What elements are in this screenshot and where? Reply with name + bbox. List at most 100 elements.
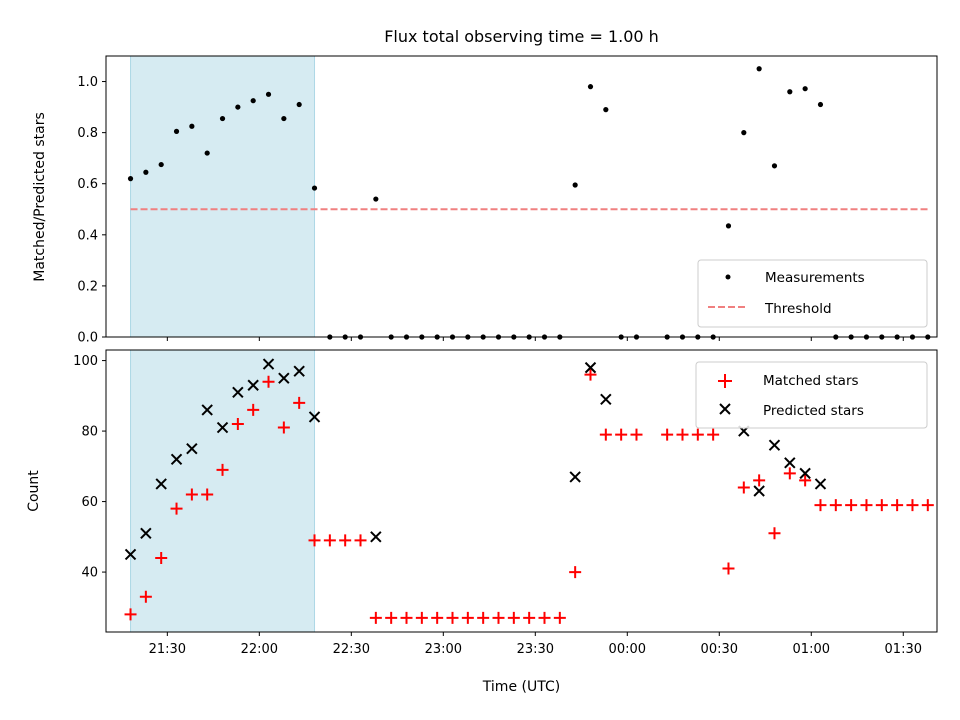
predicted-star-point	[308, 411, 321, 423]
predicted-star-point	[600, 393, 612, 406]
ratio-y-axis-label: Matched/Predicted stars	[32, 112, 48, 282]
matched-star-point	[170, 502, 183, 515]
matched-star-point	[247, 403, 260, 416]
predicted-star-point	[584, 361, 597, 374]
matched-star-point	[661, 428, 674, 441]
measurement-point	[250, 98, 256, 104]
ratio-y-tick-label: 1.0	[77, 75, 98, 90]
matched-star-point	[891, 499, 904, 512]
legend-threshold-label: Threshold	[764, 301, 832, 317]
x-tick-label: 01:30	[885, 642, 922, 657]
x-tick-label: 23:00	[425, 642, 462, 657]
predicted-star-point	[140, 527, 152, 540]
matched-star-point	[921, 499, 934, 512]
matched-star-point	[768, 527, 781, 540]
measurement-point	[771, 163, 778, 169]
matched-star-point	[308, 534, 321, 547]
measurement-point	[204, 150, 210, 156]
measurement-point	[741, 130, 747, 136]
x-axis-label: Time (UTC)	[482, 679, 560, 695]
legend-matched-marker	[718, 374, 732, 388]
measurement-point	[756, 66, 762, 72]
matched-star-point	[323, 534, 336, 547]
measurement-point	[127, 176, 134, 182]
count-y-axis-label: Count	[26, 470, 42, 512]
matched-star-point	[523, 611, 536, 624]
predicted-star-point	[784, 457, 796, 469]
ratio-panel: 0.0 0.2 0.4 0.6 0.8 1.0 Matched/Predicted sta…	[32, 55, 938, 346]
x-tick-label: 00:00	[609, 642, 646, 657]
predicted-star-point	[569, 471, 581, 483]
matched-star-point	[737, 481, 750, 494]
matched-star-point	[860, 499, 873, 512]
matched-star-point	[431, 611, 444, 624]
measurement-point	[603, 107, 609, 113]
matched-star-point	[845, 499, 858, 512]
matched-star-point	[293, 396, 306, 409]
matched-star-point	[477, 611, 490, 624]
predicted-star-point	[262, 358, 275, 370]
matched-star-point	[354, 534, 367, 547]
matched-star-point	[676, 428, 689, 441]
matched-star-point	[185, 488, 198, 501]
predicted-star-point	[216, 421, 229, 434]
measurement-point	[802, 86, 808, 92]
legend-matched-label: Matched stars	[763, 373, 859, 389]
count-axes-frame	[105, 349, 938, 633]
matched-star-point	[722, 562, 735, 575]
predicted-star-point	[370, 531, 382, 543]
measurement-point	[296, 101, 302, 108]
matched-star-point	[155, 551, 168, 564]
matched-star-point	[814, 499, 827, 512]
predicted-star-point	[799, 467, 811, 480]
matched-star-point	[615, 428, 628, 441]
measurement-point	[158, 161, 164, 168]
matched-star-point	[124, 608, 137, 621]
predicted-star-point	[814, 478, 827, 490]
matched-star-point	[630, 428, 643, 441]
ratio-y-tick-label: 0.8	[77, 126, 98, 141]
legend-measurements-marker	[725, 274, 731, 280]
matched-star-point	[507, 611, 520, 624]
predicted-star-point	[201, 404, 213, 416]
measurement-point	[373, 196, 379, 202]
x-tick-label: 23:30	[517, 642, 554, 657]
measurement-point	[787, 89, 793, 95]
measurement-point	[572, 182, 578, 188]
legend-predicted-marker	[719, 403, 731, 415]
predicted-star-point	[124, 548, 137, 561]
matched-star-point	[201, 488, 214, 501]
measurement-point	[173, 128, 180, 134]
matched-star-point	[446, 611, 459, 624]
predicted-star-point	[232, 386, 244, 399]
measurement-point	[235, 104, 241, 110]
predicted-star-point	[155, 478, 167, 490]
predicted-star-point	[170, 453, 183, 465]
count-y-tick-label: 40	[81, 566, 98, 581]
predicted-star-point	[278, 372, 290, 384]
matched-star-point	[599, 428, 612, 441]
figure-title: Flux total observing time = 1.00 h	[384, 27, 659, 46]
x-tick-label: 22:30	[333, 642, 370, 657]
legend-measurements-label: Measurements	[765, 270, 865, 286]
matched-star-point	[400, 611, 413, 624]
matched-star-point	[262, 375, 275, 388]
matched-star-point	[277, 421, 290, 434]
predicted-star-point	[247, 379, 259, 391]
matched-star-point	[216, 463, 229, 476]
count-y-tick-label: 80	[81, 425, 98, 440]
x-tick-label: 01:00	[793, 642, 830, 657]
matched-star-point	[538, 611, 551, 624]
matched-star-point	[753, 474, 766, 487]
matched-star-point	[875, 499, 888, 512]
ratio-axes-frame	[105, 55, 938, 338]
measurement-point	[143, 169, 149, 175]
measurement-point	[311, 185, 318, 191]
measurement-point	[189, 123, 195, 129]
matched-star-point	[231, 418, 244, 431]
x-tick-label: 22:00	[241, 642, 278, 657]
predicted-star-point	[753, 485, 765, 497]
count-y-tick-label: 60	[81, 495, 98, 510]
measurement-point	[725, 223, 732, 229]
